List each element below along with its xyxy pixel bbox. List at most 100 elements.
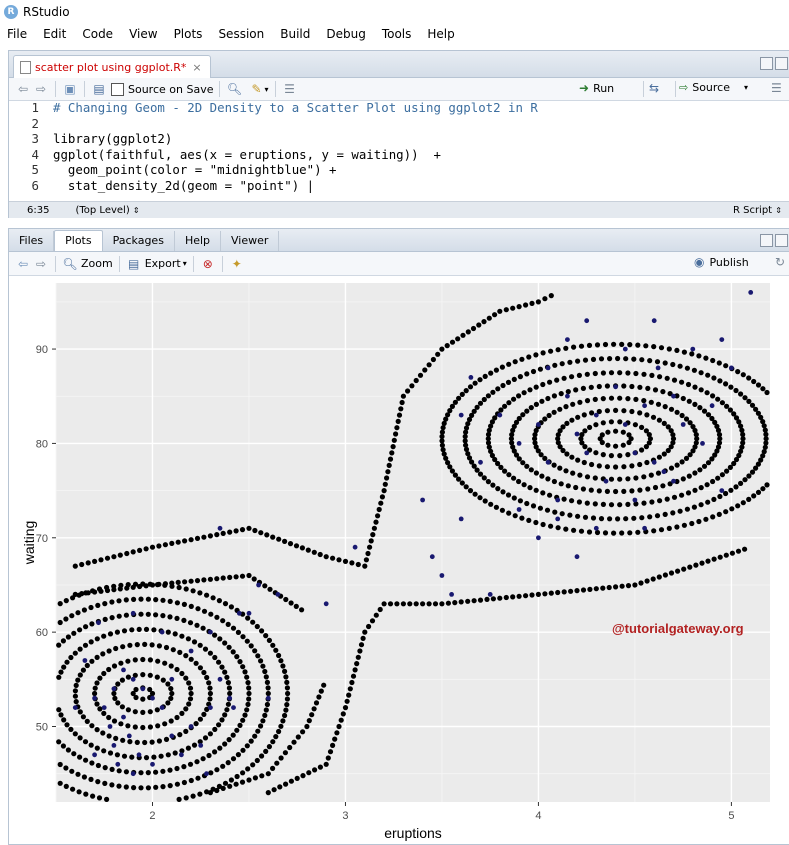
export-button[interactable]: ▤ Export ▾ [126, 256, 187, 272]
scope-selector[interactable]: (Top Level) ⇕ [75, 205, 139, 216]
density-point [132, 657, 138, 663]
previous-plot-icon[interactable]: ⇦ [17, 256, 29, 271]
compile-report-icon[interactable]: ☰ [284, 82, 295, 96]
density-point [160, 597, 166, 603]
next-plot-icon[interactable]: ⇨ [35, 256, 47, 271]
density-point [698, 485, 704, 491]
density-point [81, 607, 87, 613]
code-editor[interactable]: 1 # Changing Geom - 2D Density to a Scat… [9, 100, 789, 203]
tab-files[interactable]: Files [9, 231, 55, 251]
tab-packages[interactable]: Packages [103, 231, 175, 251]
maximize-pane-icon[interactable] [775, 234, 788, 247]
density-point [533, 352, 539, 358]
tab-plots[interactable]: Plots [54, 230, 103, 251]
minimize-pane-icon[interactable] [760, 57, 773, 70]
search-icon[interactable]: 🔍︎ [226, 82, 243, 96]
show-in-window-icon[interactable]: ▣ [64, 82, 76, 96]
density-point [386, 462, 392, 468]
density-point [668, 465, 675, 471]
menu-edit[interactable]: Edit [43, 27, 67, 41]
data-point [169, 676, 175, 682]
density-point [119, 677, 125, 683]
menu-build[interactable]: Build [280, 27, 311, 41]
close-tab-icon[interactable]: × [192, 60, 202, 74]
menu-file[interactable]: File [7, 27, 28, 41]
density-point [510, 475, 517, 481]
density-point [151, 754, 157, 760]
density-point [490, 482, 496, 488]
menu-tools[interactable]: Tools [381, 27, 412, 41]
density-point [202, 646, 209, 652]
refresh-plot-icon[interactable]: ↻ [775, 255, 786, 269]
density-point [225, 680, 231, 686]
publish-button[interactable]: ◉ Publish [694, 255, 749, 269]
density-point [486, 315, 492, 321]
menu-help[interactable]: Help [427, 27, 455, 41]
density-point [133, 694, 139, 701]
density-point [391, 437, 397, 443]
density-point [701, 408, 708, 414]
code-line: 5 geom_point(color = "midnightblue") + [9, 162, 789, 178]
density-point [661, 420, 667, 426]
density-point [64, 722, 70, 728]
density-point [417, 372, 424, 378]
source-button[interactable]: ⇨ Source ▾ [679, 81, 748, 94]
rerun-icon[interactable]: ⇆ [649, 81, 660, 95]
back-arrow-icon[interactable]: ⇦ [17, 82, 29, 96]
density-point [263, 707, 269, 713]
density-point [153, 784, 159, 790]
source-on-save-checkbox[interactable] [111, 82, 124, 96]
density-point [102, 780, 108, 787]
density-point [398, 406, 404, 412]
density-point [664, 496, 670, 502]
remove-plot-icon[interactable]: ⊗ [202, 256, 213, 271]
density-point [285, 690, 291, 697]
density-point [119, 704, 125, 710]
tab-help[interactable]: Help [175, 231, 222, 251]
density-point [109, 766, 115, 773]
density-point [358, 642, 365, 648]
density-point [137, 583, 143, 590]
r-file-icon [20, 60, 31, 74]
density-point [558, 481, 564, 487]
menu-code[interactable]: Code [82, 27, 114, 41]
density-point [154, 707, 160, 713]
density-point [611, 530, 617, 536]
density-point [214, 787, 220, 794]
wand-dropdown-icon[interactable]: ▾ [264, 84, 269, 94]
pane-splitter[interactable] [8, 218, 789, 228]
forward-arrow-icon[interactable]: ⇨ [35, 82, 47, 96]
maximize-pane-icon[interactable] [775, 57, 788, 70]
density-point [132, 724, 138, 730]
zoom-button[interactable]: 🔍︎ Zoom [62, 256, 112, 272]
menu-session[interactable]: Session [218, 27, 265, 41]
editor-tab[interactable]: scatter plot using ggplot.R* × [13, 55, 211, 78]
density-point [647, 358, 653, 364]
density-point [129, 627, 135, 633]
density-point [191, 639, 198, 645]
density-point [463, 425, 470, 431]
density-point [97, 675, 103, 681]
outline-icon[interactable]: ☰ [771, 81, 782, 95]
clear-plots-broom-icon[interactable]: ✦ [231, 256, 242, 271]
density-point [73, 682, 79, 689]
save-icon[interactable]: ▤ [93, 82, 105, 96]
source-dropdown-icon[interactable]: ▾ [744, 83, 749, 92]
file-type-selector[interactable]: R Script ⇕ [733, 205, 782, 216]
density-point [731, 460, 737, 467]
density-point [555, 436, 561, 442]
density-point [716, 440, 723, 446]
magic-wand-icon[interactable]: ✎ [251, 82, 262, 96]
menu-plots[interactable]: Plots [173, 27, 203, 41]
density-point [689, 351, 695, 357]
minimize-pane-icon[interactable] [760, 234, 773, 247]
density-point [149, 690, 156, 697]
menu-view[interactable]: View [129, 27, 158, 41]
density-point [575, 457, 581, 463]
data-point [700, 441, 705, 446]
tab-viewer[interactable]: Viewer [221, 231, 280, 251]
density-point [512, 513, 518, 519]
density-point [639, 515, 645, 521]
run-button[interactable]: ➜ Run [579, 81, 614, 95]
menu-debug[interactable]: Debug [326, 27, 366, 41]
